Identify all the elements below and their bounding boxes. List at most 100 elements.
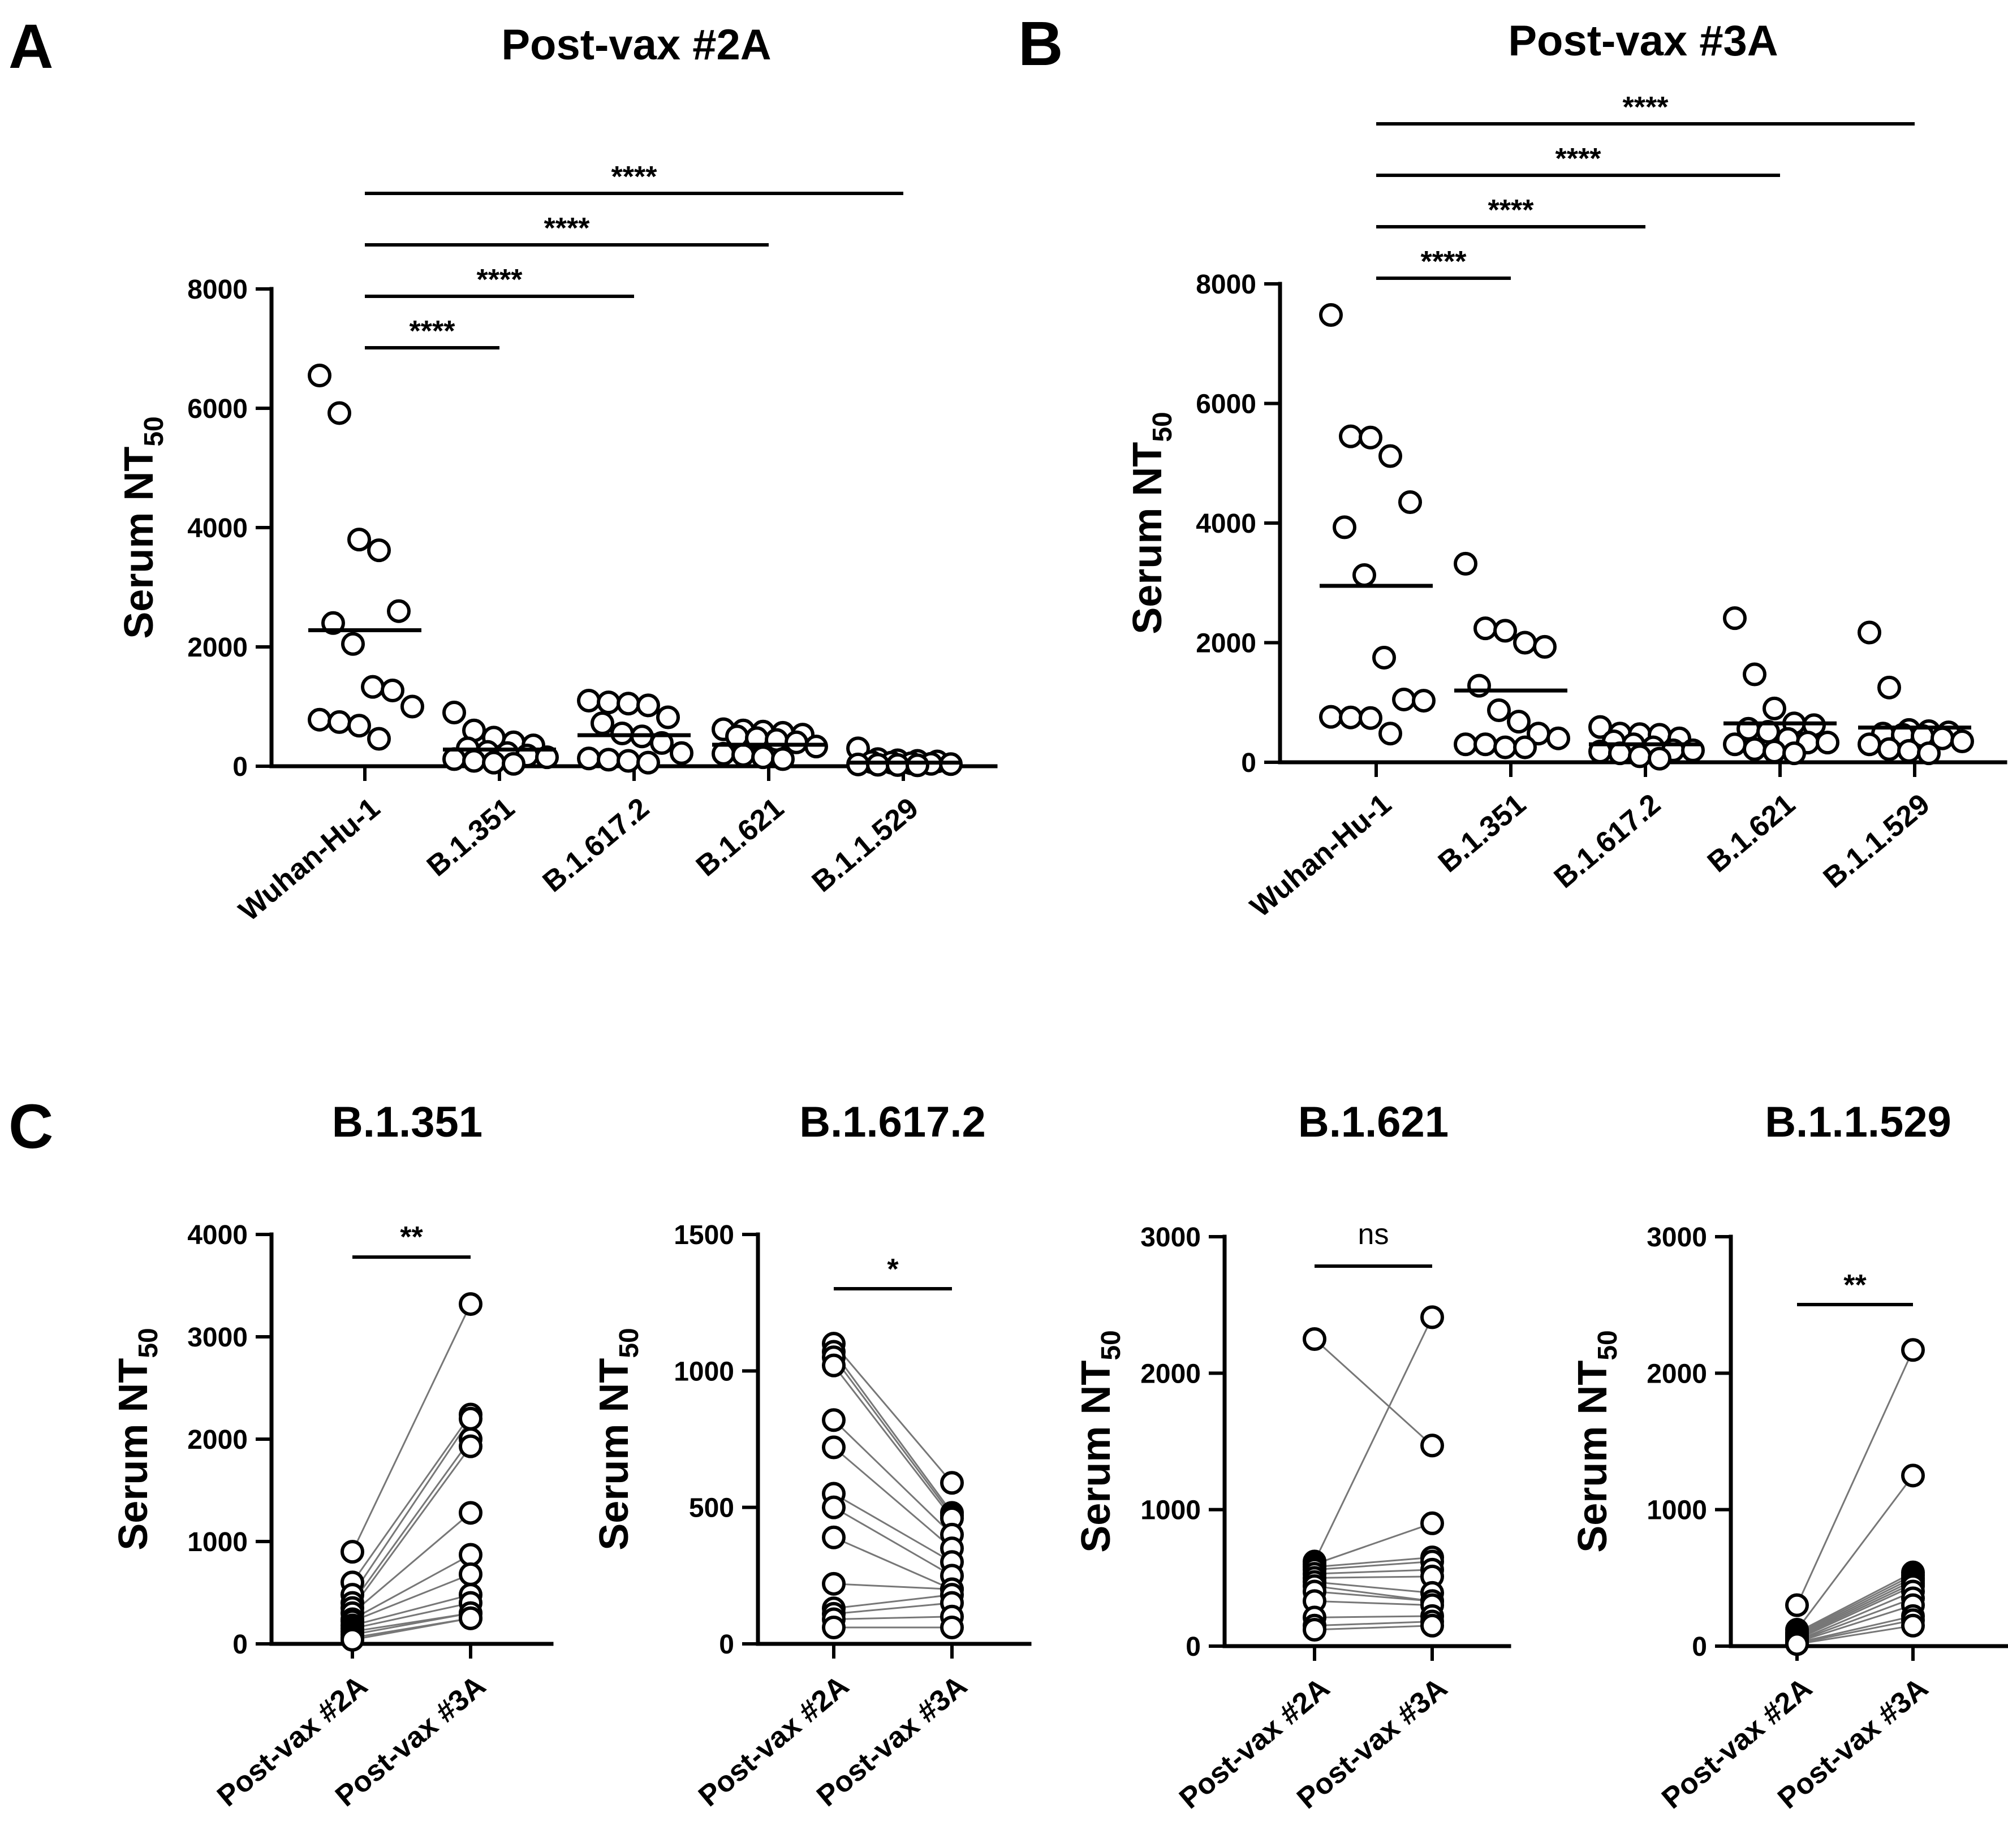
data-point	[617, 692, 640, 716]
data-point	[308, 363, 331, 387]
data-point	[1352, 563, 1376, 588]
x-tick-label: B.1.351	[421, 792, 521, 883]
data-point	[1319, 705, 1343, 729]
data-point	[1763, 696, 1786, 720]
data-point	[617, 749, 640, 773]
data-point	[387, 599, 411, 623]
pair-line	[833, 1602, 953, 1615]
data-point	[636, 750, 660, 775]
significance-label: ****	[1488, 194, 1535, 227]
pair-line	[833, 1506, 953, 1577]
data-point	[1473, 732, 1497, 757]
pair-line	[1314, 1581, 1433, 1594]
pair-line	[351, 1414, 472, 1583]
data-point	[1901, 1338, 1925, 1362]
pair-line	[833, 1536, 953, 1590]
data-point	[442, 701, 466, 725]
data-point	[328, 401, 351, 425]
x-tick-label: B.1.621	[690, 792, 790, 883]
chart-title: Post-vax #2A	[501, 21, 771, 69]
data-point	[1743, 662, 1766, 686]
pair-line	[833, 1419, 953, 1536]
chart-title: B.1.621	[1298, 1098, 1449, 1146]
data-point	[866, 753, 890, 777]
data-point	[1378, 722, 1402, 746]
data-point	[822, 1353, 846, 1378]
y-tick-label: 4000	[187, 513, 248, 543]
pair-line	[1796, 1585, 1914, 1640]
data-point	[822, 1616, 846, 1640]
data-point	[1950, 729, 1974, 753]
data-point	[347, 528, 371, 552]
pair-line	[351, 1418, 472, 1595]
data-point	[636, 693, 660, 718]
data-point	[1901, 1613, 1925, 1638]
data-point	[906, 753, 929, 778]
significance-label: ****	[544, 212, 591, 245]
y-tick-label: 0	[719, 1630, 734, 1660]
data-point	[459, 1501, 482, 1525]
significance-label: **	[400, 1221, 423, 1254]
pair-line	[1314, 1556, 1433, 1568]
data-point	[656, 705, 680, 729]
pair-line	[1314, 1585, 1433, 1602]
data-point	[347, 714, 371, 738]
pair-line	[1314, 1625, 1433, 1631]
data-point	[940, 1616, 964, 1640]
pair-line	[352, 1554, 471, 1620]
y-axis-label: Serum NT50	[117, 416, 169, 638]
y-axis-label-main: Serum NT	[111, 1358, 156, 1551]
pair-line	[352, 1512, 471, 1614]
y-axis-label: Serum NT50	[592, 1328, 644, 1550]
data-point	[1897, 739, 1921, 763]
data-point	[1487, 698, 1511, 722]
y-tick-label: 0	[1241, 748, 1256, 778]
data-point	[1763, 739, 1786, 763]
panel-B: B Post-vax #3A 0 2000 4000 6000 8000 Wuhan-Hu-1…	[1018, 9, 2007, 923]
y-tick-label: 1000	[1647, 1496, 1707, 1526]
y-tick-label: 8000	[187, 275, 248, 305]
data-point	[321, 611, 345, 635]
y-axis-label-main: Serum NT	[117, 447, 162, 639]
y-axis-label: Serum NT50	[1074, 1330, 1126, 1552]
data-point	[482, 750, 506, 775]
data-point	[1917, 741, 1941, 766]
panel-letter: B	[1018, 9, 1063, 79]
pair-line	[1314, 1615, 1433, 1618]
y-tick-label: 2000	[1140, 1359, 1201, 1389]
y-axis-label-main: Serum NT	[592, 1358, 637, 1551]
chart-title: B.1.351	[332, 1098, 482, 1146]
data-point	[367, 538, 391, 563]
x-tick-label: B.1.351	[1432, 788, 1532, 879]
data-point	[1723, 606, 1747, 631]
pair-line	[1313, 1316, 1433, 1562]
x-tick-label: B.1.621	[1701, 788, 1802, 879]
data-point	[822, 1495, 846, 1519]
y-tick-label: 0	[232, 1630, 248, 1660]
data-point	[1507, 710, 1531, 734]
significance-label: ****	[410, 315, 456, 348]
data-point	[459, 1434, 482, 1458]
data-point	[341, 1540, 364, 1564]
data-point	[341, 632, 365, 656]
data-point	[1493, 619, 1517, 643]
data-point	[1420, 1305, 1444, 1329]
data-point	[1473, 616, 1497, 641]
significance-label: **	[1843, 1269, 1867, 1302]
data-point	[459, 1543, 482, 1567]
pair-line	[833, 1616, 953, 1621]
y-tick-label: 2000	[187, 1425, 248, 1455]
data-point	[361, 675, 385, 699]
data-point	[1858, 732, 1881, 757]
data-point	[771, 747, 795, 771]
data-point	[1339, 705, 1363, 729]
panel-letter: A	[8, 12, 53, 81]
data-point	[1743, 737, 1766, 761]
data-point	[822, 1435, 846, 1460]
pair-line	[352, 1612, 471, 1636]
y-tick-label: 1000	[674, 1357, 734, 1387]
y-tick-label: 0	[1692, 1632, 1707, 1662]
chart-title: B.1.1.529	[1765, 1098, 1951, 1146]
x-tick-label: Wuhan-Hu-1	[233, 792, 386, 928]
data-point	[1877, 675, 1901, 700]
